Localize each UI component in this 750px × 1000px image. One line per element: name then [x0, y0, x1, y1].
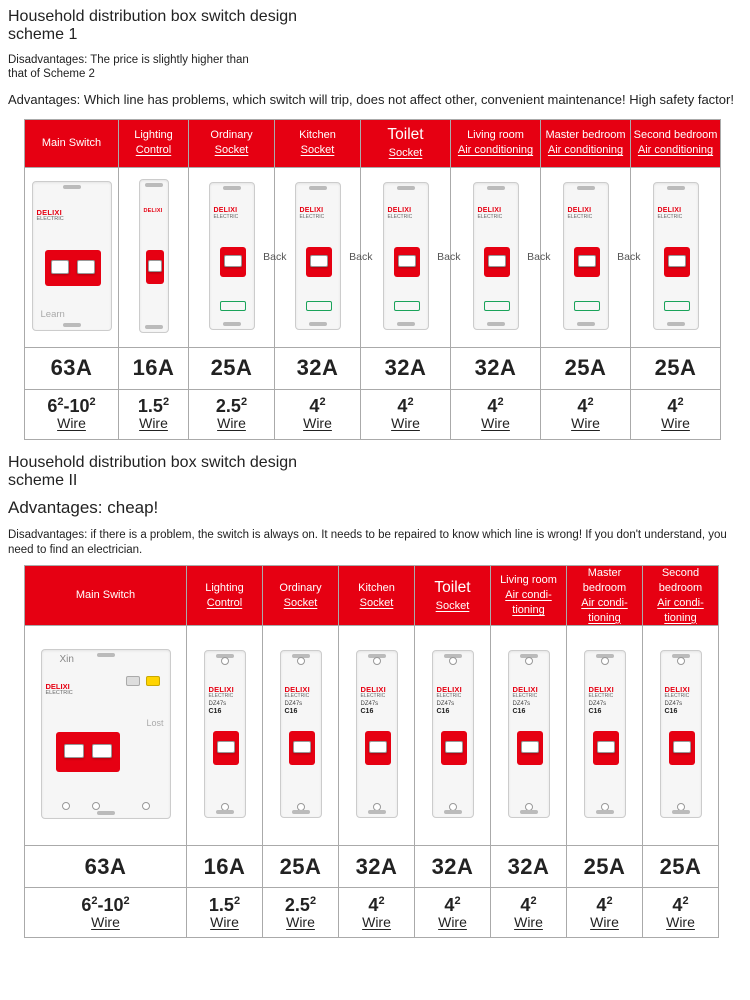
col-header: Master bedroomAir condi-tioning	[567, 566, 643, 626]
breaker-cell: DELIXI ELECTRIC DZ47s C16	[567, 626, 643, 846]
col-header: ToiletSocket	[361, 119, 451, 167]
wire-cell: 42Wire	[361, 389, 451, 439]
wire-cell: 42Wire	[339, 888, 415, 938]
rating-cell: 32A	[275, 347, 361, 389]
breaker-cell: DELIXI ELECTRIC DZ47s C16	[187, 626, 263, 846]
col-header: LightingControl	[187, 566, 263, 626]
breaker-cell: DELIXI ELECTRIC Back	[451, 167, 541, 347]
col-header: Main Switch	[25, 566, 187, 626]
col-header: Second bedroomAir condi-tioning	[643, 566, 719, 626]
rating-cell: 25A	[189, 347, 275, 389]
rating-cell: 63A	[25, 846, 187, 888]
scheme2-title: Household distribution box switch design…	[8, 454, 742, 491]
wire-cell: 42Wire	[541, 389, 631, 439]
wire-cell: 42Wire	[643, 888, 719, 938]
col-header: Master bedroomAir conditioning	[541, 119, 631, 167]
wire-cell: 2.52Wire	[263, 888, 339, 938]
col-header: KitchenSocket	[339, 566, 415, 626]
wire-cell: 42Wire	[491, 888, 567, 938]
rating-cell: 32A	[451, 347, 541, 389]
col-header: KitchenSocket	[275, 119, 361, 167]
wire-cell: 42Wire	[415, 888, 491, 938]
rating-cell: 16A	[119, 347, 189, 389]
breaker-cell: DELIXI ELECTRIC Learn	[25, 167, 119, 347]
rating-cell: 32A	[491, 846, 567, 888]
wire-cell: 62-102Wire	[25, 389, 119, 439]
breaker-cell: DELIXI ELECTRIC Back	[189, 167, 275, 347]
col-header: Living roomAir conditioning	[451, 119, 541, 167]
breaker-cell: DELIXI	[119, 167, 189, 347]
breaker-cell: DELIXI ELECTRIC DZ47s C16	[339, 626, 415, 846]
col-header: Main Switch	[25, 119, 119, 167]
col-header: OrdinarySocket	[263, 566, 339, 626]
wire-cell: 42Wire	[275, 389, 361, 439]
wire-cell: 42Wire	[631, 389, 721, 439]
breaker-cell: DELIXI ELECTRIC DZ47s C16	[263, 626, 339, 846]
wire-cell: 1.52Wire	[119, 389, 189, 439]
breaker-cell: DELIXI ELECTRIC	[631, 167, 721, 347]
col-header: LightingControl	[119, 119, 189, 167]
scheme2-advantages: Advantages: cheap!	[8, 498, 742, 518]
scheme1-disadvantages: Disadvantages: The price is slightly hig…	[8, 53, 742, 82]
rating-cell: 25A	[567, 846, 643, 888]
wire-cell: 42Wire	[451, 389, 541, 439]
breaker-cell: DELIXI ELECTRIC DZ47s C16	[491, 626, 567, 846]
breaker-cell: DELIXI ELECTRIC Back	[361, 167, 451, 347]
breaker-cell: DELIXI ELECTRIC Back	[541, 167, 631, 347]
scheme1-table: Main SwitchLightingControlOrdinarySocket…	[24, 119, 721, 440]
rating-cell: 25A	[631, 347, 721, 389]
col-header: OrdinarySocket	[189, 119, 275, 167]
rating-cell: 32A	[415, 846, 491, 888]
scheme2-table: Main SwitchLightingControlOrdinarySocket…	[24, 565, 719, 938]
scheme1-title: Household distribution box switch design…	[8, 8, 742, 45]
col-header: ToiletSocket	[415, 566, 491, 626]
rating-cell: 25A	[643, 846, 719, 888]
scheme1-advantages: Advantages: Which line has problems, whi…	[8, 92, 742, 107]
rating-cell: 63A	[25, 347, 119, 389]
col-header: Living roomAir condi-tioning	[491, 566, 567, 626]
breaker-cell: DELIXI ELECTRIC DZ47s C16	[643, 626, 719, 846]
rating-cell: 25A	[263, 846, 339, 888]
breaker-cell: Xin DELIXI ELECTRIC Lost	[25, 626, 187, 846]
breaker-cell: DELIXI ELECTRIC DZ47s C16	[415, 626, 491, 846]
wire-cell: 42Wire	[567, 888, 643, 938]
rating-cell: 16A	[187, 846, 263, 888]
rating-cell: 32A	[339, 846, 415, 888]
col-header: Second bedroomAir conditioning	[631, 119, 721, 167]
rating-cell: 32A	[361, 347, 451, 389]
breaker-cell: DELIXI ELECTRIC Back	[275, 167, 361, 347]
rating-cell: 25A	[541, 347, 631, 389]
wire-cell: 2.52Wire	[189, 389, 275, 439]
wire-cell: 62-102Wire	[25, 888, 187, 938]
scheme2-disadvantages: Disadvantages: if there is a problem, th…	[8, 528, 742, 557]
wire-cell: 1.52Wire	[187, 888, 263, 938]
